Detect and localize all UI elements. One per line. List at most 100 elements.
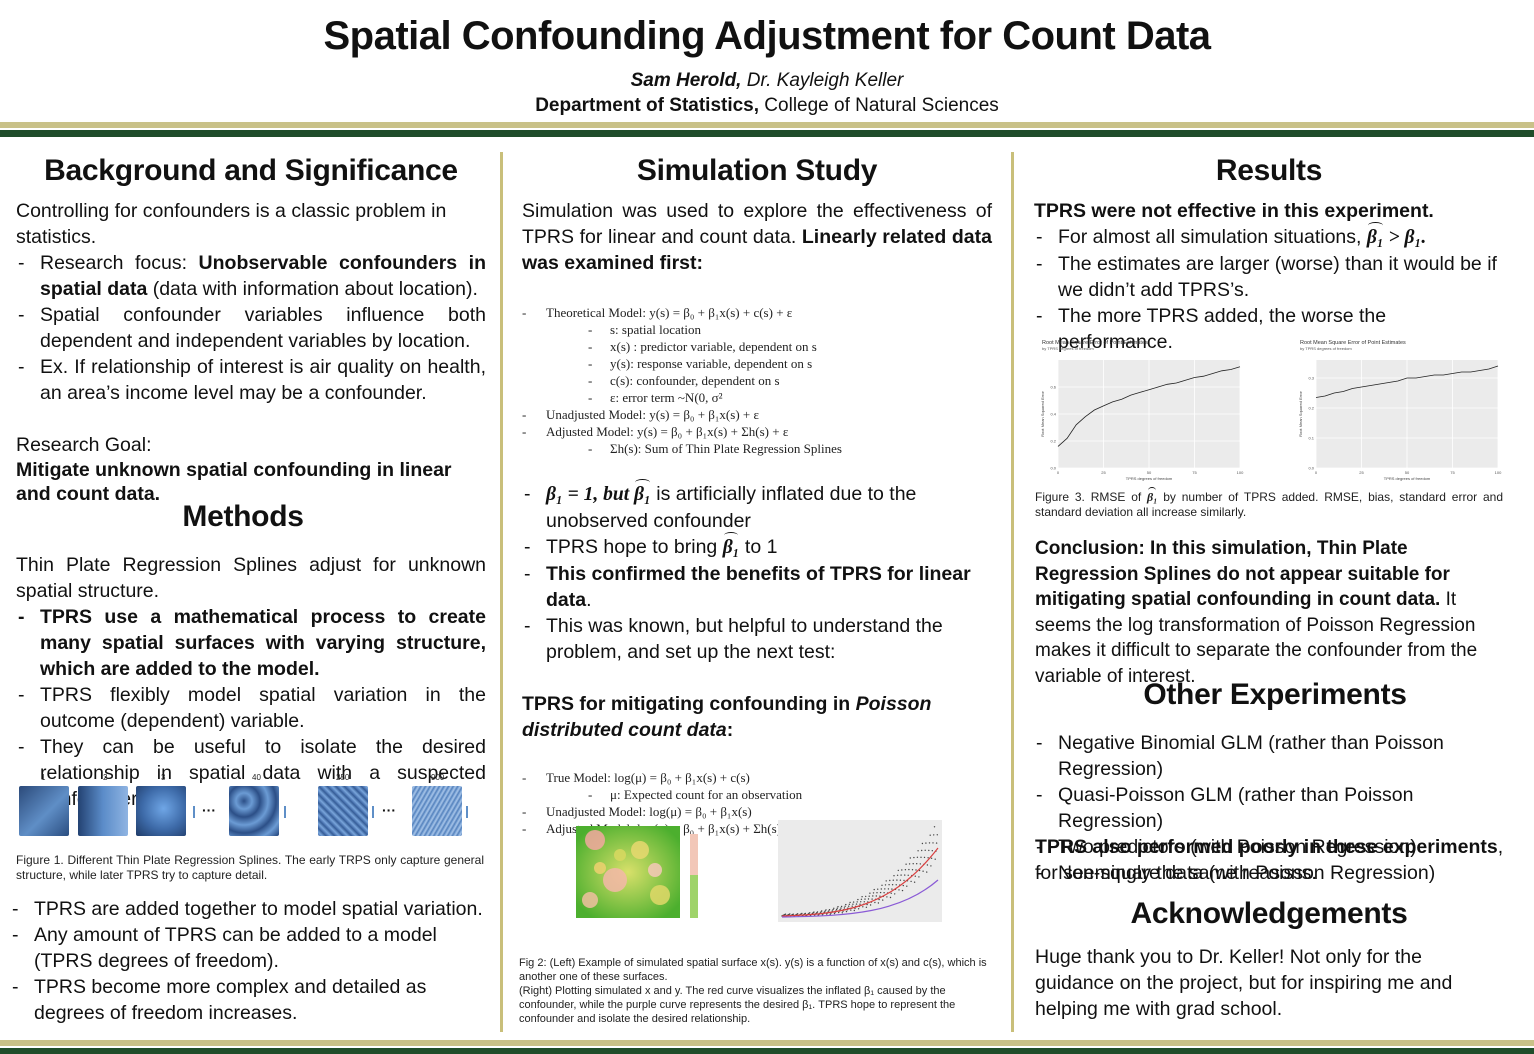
research-goal-label: Research Goal: bbox=[16, 434, 152, 456]
scatter-point bbox=[872, 892, 875, 894]
results-item: For almost all simulation situations, β₁… bbox=[1034, 222, 1504, 251]
scatter-point bbox=[896, 879, 898, 881]
scatter-point bbox=[897, 869, 899, 872]
y-tick-label: 0.0 bbox=[1308, 466, 1314, 471]
scatter-point bbox=[894, 893, 896, 895]
scatter-point bbox=[932, 842, 934, 844]
scatter-point bbox=[838, 911, 840, 914]
scatter-point bbox=[852, 903, 854, 905]
scatter-point bbox=[933, 826, 936, 828]
scatter-point bbox=[910, 880, 912, 883]
scatter-point bbox=[901, 869, 903, 871]
scatter-point bbox=[914, 875, 916, 877]
spline-label: 3 bbox=[161, 773, 166, 782]
scatter-point bbox=[908, 863, 911, 865]
scatter-point bbox=[877, 888, 879, 890]
left-column: Background and Significance Controlling … bbox=[16, 148, 486, 812]
scatter-point bbox=[836, 907, 838, 909]
background-list: Research focus: Unobservable confounders… bbox=[16, 250, 486, 406]
scatter-point bbox=[935, 842, 938, 844]
equation-line: s: spatial location bbox=[522, 321, 992, 338]
scatter-point bbox=[842, 910, 844, 912]
scatter-point bbox=[859, 903, 861, 905]
scatter-point bbox=[921, 842, 924, 845]
methods-list: TPRS use a mathematical process to creat… bbox=[16, 604, 486, 812]
affiliation-line: Department of Statistics, College of Nat… bbox=[0, 95, 1534, 117]
scatter-point bbox=[828, 910, 830, 912]
scatter-point bbox=[863, 901, 865, 903]
x-tick-label: 100 bbox=[1495, 470, 1502, 475]
scatter-point bbox=[936, 834, 938, 836]
scatter-point bbox=[796, 913, 799, 915]
column-divider-left bbox=[500, 152, 503, 1032]
equation-line: Adjusted Model: y(s) = β₀ + β₁x(s) + Σh(… bbox=[522, 423, 992, 440]
chart-subtitle: by TPRS degrees of freedom bbox=[1042, 346, 1094, 351]
scatter-point bbox=[916, 863, 918, 865]
simulation-item: This confirmed the benefits of TPRS for … bbox=[522, 561, 992, 613]
acknowledgements-text: Huge thank you to Dr. Keller! Not only f… bbox=[1035, 946, 1453, 1020]
spline-ellipsis: ··· bbox=[382, 802, 396, 818]
rmse-line bbox=[1315, 365, 1499, 398]
scatter-point bbox=[905, 863, 907, 865]
scatter-point bbox=[892, 879, 894, 881]
scatter-point bbox=[885, 880, 887, 882]
heatmap-patch bbox=[650, 885, 670, 905]
linear-model-equations: Theoretical Model: y(s) = β₀ + β₁x(s) + … bbox=[522, 304, 992, 457]
scatter-point bbox=[913, 856, 915, 859]
scatter-point bbox=[869, 892, 871, 894]
scatter-point bbox=[934, 858, 936, 860]
x-axis-label: TPRS degrees of freedom bbox=[1384, 476, 1431, 481]
methods-list-2: TPRS are added together to model spatial… bbox=[10, 896, 484, 1026]
spline-surface-2 bbox=[78, 786, 128, 836]
other-experiment-item: Quasi-Poisson GLM (rather than Poisson R… bbox=[1034, 782, 1516, 834]
other-experiment-item: Negative Binomial GLM (rather than Poiss… bbox=[1034, 730, 1516, 782]
equation-line: ε: error term ~N(0, σ² bbox=[522, 389, 992, 406]
scatter-point bbox=[861, 896, 863, 898]
scatter-point bbox=[850, 909, 852, 911]
scatter-point bbox=[844, 905, 846, 907]
background-item: Spatial confounder variables influence b… bbox=[16, 302, 486, 354]
scatter-point bbox=[843, 907, 846, 909]
scatter-point bbox=[867, 898, 870, 900]
figure-3-caption: Figure 3. RMSE of β₁ by number of TPRS a… bbox=[1035, 487, 1503, 519]
scatter-point bbox=[919, 863, 921, 865]
equation-line: Unadjusted Model: log(μ) = β₀ + β₁x(s) bbox=[522, 803, 992, 820]
conclusion-paragraph: Conclusion: In this simulation, Thin Pla… bbox=[1035, 538, 1478, 687]
column-divider-right bbox=[1011, 152, 1014, 1032]
background-item: Research focus: Unobservable confounders… bbox=[16, 250, 486, 302]
scatter-point bbox=[824, 910, 826, 912]
scatter-point bbox=[911, 869, 914, 871]
spline-surface-3 bbox=[136, 786, 186, 836]
scatter-point bbox=[881, 884, 883, 886]
scatter-point bbox=[891, 884, 894, 886]
methods-heading: Methods bbox=[182, 500, 304, 533]
scatter-point bbox=[899, 879, 902, 881]
scatter-point bbox=[909, 857, 911, 859]
scatter-point bbox=[869, 904, 872, 906]
methods-item: TPRS become more complex and detailed as… bbox=[10, 974, 484, 1026]
scatter-point bbox=[851, 905, 853, 907]
scatter-point bbox=[825, 909, 827, 911]
scatter-point bbox=[845, 903, 847, 906]
figure-3-chart-right: Root Mean Square Error of Point Estimate… bbox=[1298, 340, 1502, 481]
scatter-point bbox=[813, 911, 815, 913]
header-gold-band bbox=[0, 122, 1534, 128]
spline-sum-marker bbox=[284, 806, 289, 818]
scatter-point bbox=[816, 911, 819, 913]
x-tick-label: 100 bbox=[1237, 470, 1244, 475]
results-list: For almost all simulation situations, β₁… bbox=[1034, 222, 1504, 355]
equation-line: Theoretical Model: y(s) = β₀ + β₁x(s) + … bbox=[522, 304, 992, 321]
x-axis-label: TPRS degrees of freedom bbox=[1126, 476, 1173, 481]
simulation-findings: β₁ = 1, but β₁ is artificially inflated … bbox=[522, 479, 992, 665]
scatter-point bbox=[804, 912, 807, 915]
research-goal-text: Mitigate unknown spatial confounding in … bbox=[16, 459, 452, 505]
spline-surface-250 bbox=[318, 786, 368, 836]
scatter-point bbox=[908, 868, 910, 871]
right-column: Results TPRS were not effective in this … bbox=[1034, 148, 1504, 355]
simulation-heading: Simulation Study bbox=[636, 154, 878, 187]
scatter-point bbox=[841, 912, 843, 914]
scatter-point bbox=[876, 892, 878, 894]
x-tick-label: 50 bbox=[1405, 470, 1410, 475]
scatter-point bbox=[832, 908, 834, 911]
footer-green-band bbox=[0, 1048, 1534, 1054]
